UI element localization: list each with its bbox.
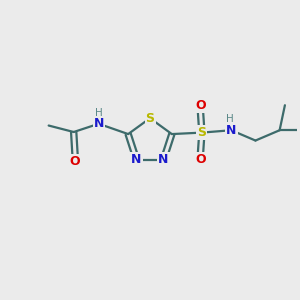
Text: N: N — [226, 124, 236, 137]
Text: O: O — [70, 155, 80, 168]
Text: S: S — [146, 112, 154, 125]
Text: N: N — [94, 117, 104, 130]
Text: N: N — [158, 153, 169, 166]
Text: O: O — [195, 99, 206, 112]
Text: O: O — [195, 153, 206, 166]
Text: N: N — [131, 153, 142, 166]
Text: H: H — [226, 114, 234, 124]
Text: H: H — [95, 108, 103, 118]
Text: S: S — [197, 126, 206, 139]
